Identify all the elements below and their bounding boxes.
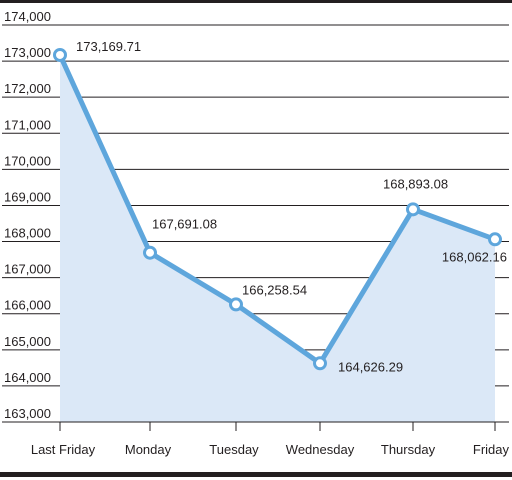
area-fill <box>60 54 495 423</box>
x-tick-label: Friday <box>473 442 510 457</box>
y-tick-label: 172,000 <box>4 81 51 96</box>
data-label: 168,062.16 <box>442 249 507 264</box>
data-label: 167,691.08 <box>152 217 217 232</box>
series-line <box>57 52 498 366</box>
x-tick-label: Tuesday <box>209 442 259 457</box>
data-point <box>53 47 67 62</box>
y-tick-label: 170,000 <box>4 153 51 168</box>
y-tick-labels: 163,000 164,000 165,000 166,000 167,000 168,0… <box>4 9 51 421</box>
data-point <box>143 245 157 260</box>
data-label: 164,626.29 <box>338 359 403 374</box>
data-labels: 173,169.71 167,691.08 166,258.54 164,626.29… <box>76 39 507 374</box>
x-axis <box>2 421 509 431</box>
series-line-path <box>57 52 498 366</box>
bottom-border <box>0 472 512 477</box>
y-tick-label: 168,000 <box>4 226 51 241</box>
data-point <box>313 356 327 371</box>
data-point <box>229 297 243 312</box>
data-label: 173,169.71 <box>76 39 141 54</box>
x-tick-labels: Last Friday Monday Tuesday Wednesday Thursda… <box>31 442 510 457</box>
y-tick-label: 166,000 <box>4 298 51 313</box>
y-tick-label: 173,000 <box>4 45 51 60</box>
area-under-line <box>60 54 495 423</box>
data-points <box>53 47 502 371</box>
y-tick-label: 163,000 <box>4 406 51 421</box>
y-tick-label: 171,000 <box>4 117 51 132</box>
x-tick-label: Monday <box>125 442 172 457</box>
data-label: 168,893.08 <box>383 176 448 191</box>
x-tick-label: Last Friday <box>31 442 96 457</box>
x-tick-label: Wednesday <box>286 442 355 457</box>
data-point <box>488 232 502 247</box>
y-tick-label: 167,000 <box>4 262 51 277</box>
data-point <box>406 202 420 217</box>
y-tick-label: 174,000 <box>4 9 51 24</box>
y-tick-label: 164,000 <box>4 370 51 385</box>
top-border <box>0 0 512 3</box>
y-tick-label: 169,000 <box>4 189 51 204</box>
data-label: 166,258.54 <box>242 282 307 297</box>
y-tick-label: 165,000 <box>4 334 51 349</box>
x-tick-label: Thursday <box>381 442 436 457</box>
